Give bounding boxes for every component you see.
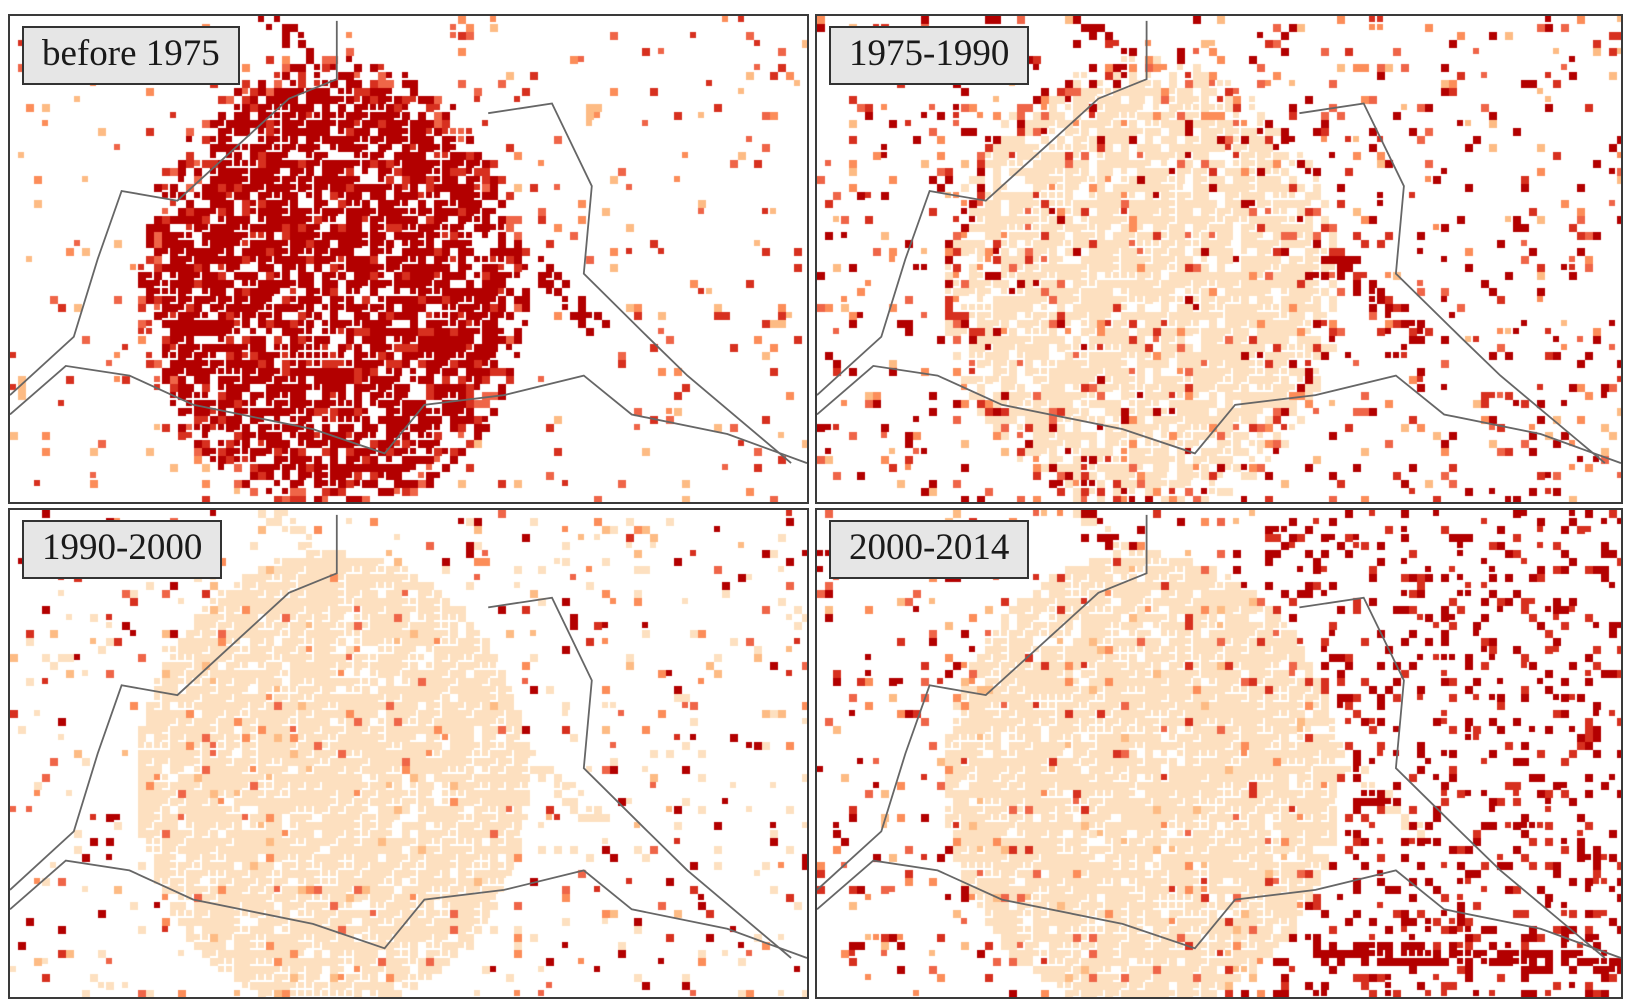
admin-boundary-lines [817,514,1621,959]
map-panel-2000-2014: 2000-2014 [815,508,1623,999]
map-panel-before-1975: before 1975 [8,14,809,504]
admin-boundary-lines [10,514,807,959]
boundary-line [488,596,792,959]
boundary-line [10,364,807,464]
boundary-line [817,364,1621,464]
map-panel-1975-1990: 1975-1990 [815,14,1623,504]
builtup-raster [817,510,1621,997]
epoch-label: 1975-1990 [829,26,1030,85]
admin-boundary-lines [817,20,1621,464]
epoch-label: before 1975 [22,26,240,85]
boundary-line [10,20,338,396]
epoch-label: 2000-2014 [829,520,1030,579]
map-panel-1990-2000: 1990-2000 [8,508,809,999]
boundary-line [488,102,792,464]
boundary-line [10,859,807,959]
builtup-raster [10,510,807,997]
boundary-line [1299,102,1606,464]
boundary-line [817,20,1148,396]
boundary-line [10,514,338,891]
epoch-label: 1990-2000 [22,520,223,579]
builtup-raster [817,16,1621,502]
boundary-line [1299,596,1606,959]
boundary-line [817,859,1621,959]
builtup-raster [10,16,807,502]
admin-boundary-lines [10,20,807,464]
boundary-line [817,514,1148,891]
